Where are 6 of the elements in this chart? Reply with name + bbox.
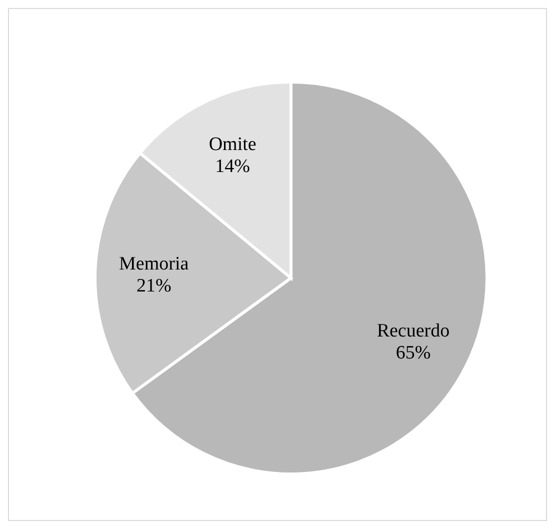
data-label: 14% xyxy=(215,156,250,177)
slice-label: Memoria xyxy=(119,254,190,275)
data-label: 21% xyxy=(136,276,172,297)
data-label: 65% xyxy=(396,342,431,364)
slice-label: Recuerdo xyxy=(376,320,450,342)
slice-label: Omite xyxy=(208,134,256,155)
